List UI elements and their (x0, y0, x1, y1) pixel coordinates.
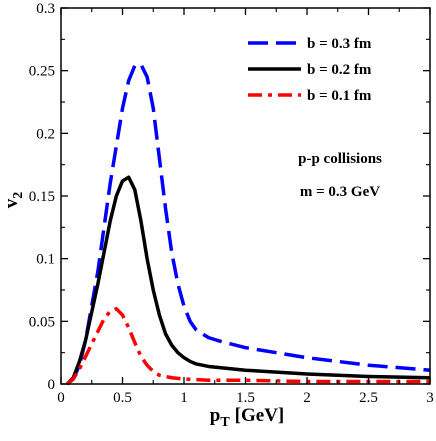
y-axis-label: v2 (1, 192, 26, 209)
x-axis-label: pT [GeV] (210, 405, 285, 430)
annotation-system: p-p collisions (298, 151, 382, 167)
x-tick-label: 1.5 (236, 390, 255, 406)
x-axis-label-unit: [GeV] (235, 405, 285, 426)
series-line-2 (66, 307, 430, 386)
x-tick-label: 0.5 (113, 390, 132, 406)
x-axis-label-sub: T (220, 415, 230, 430)
legend: b = 0.3 fm b = 0.2 fm b = 0.1 fm (248, 36, 372, 104)
x-tick-label: 2.5 (359, 390, 378, 406)
x-axis-label-main: p (210, 405, 221, 426)
y-axis-ticks: 0 0.05 0.1 0.15 0.2 0.25 0.3 (29, 1, 430, 393)
y-tick-label: 0.3 (36, 1, 55, 17)
series-line-1 (65, 175, 431, 386)
series-curves (65, 62, 431, 386)
legend-label-2: b = 0.1 fm (307, 88, 372, 104)
x-tick-label: 0 (57, 390, 65, 406)
legend-label-1: b = 0.2 fm (307, 62, 372, 78)
y-tick-label: 0.05 (29, 314, 55, 330)
series-line-0 (66, 62, 431, 386)
annotation-mass: m = 0.3 GeV (300, 184, 380, 200)
y-tick-label: 0 (48, 377, 56, 393)
x-tick-label: 2 (303, 390, 311, 406)
x-axis-ticks: 0 0.5 1 1.5 2 2.5 3 (57, 8, 434, 406)
x-tick-label: 3 (426, 390, 434, 406)
x-tick-label: 1 (180, 390, 188, 406)
y-axis-label-sub: 2 (11, 192, 26, 199)
y-tick-label: 0.15 (29, 189, 55, 205)
legend-label-0: b = 0.3 fm (307, 36, 372, 52)
y-tick-label: 0.2 (36, 126, 55, 142)
y-tick-label: 0.1 (36, 252, 55, 268)
y-tick-label: 0.25 (29, 64, 55, 80)
y-axis-label-main: v (1, 198, 22, 208)
